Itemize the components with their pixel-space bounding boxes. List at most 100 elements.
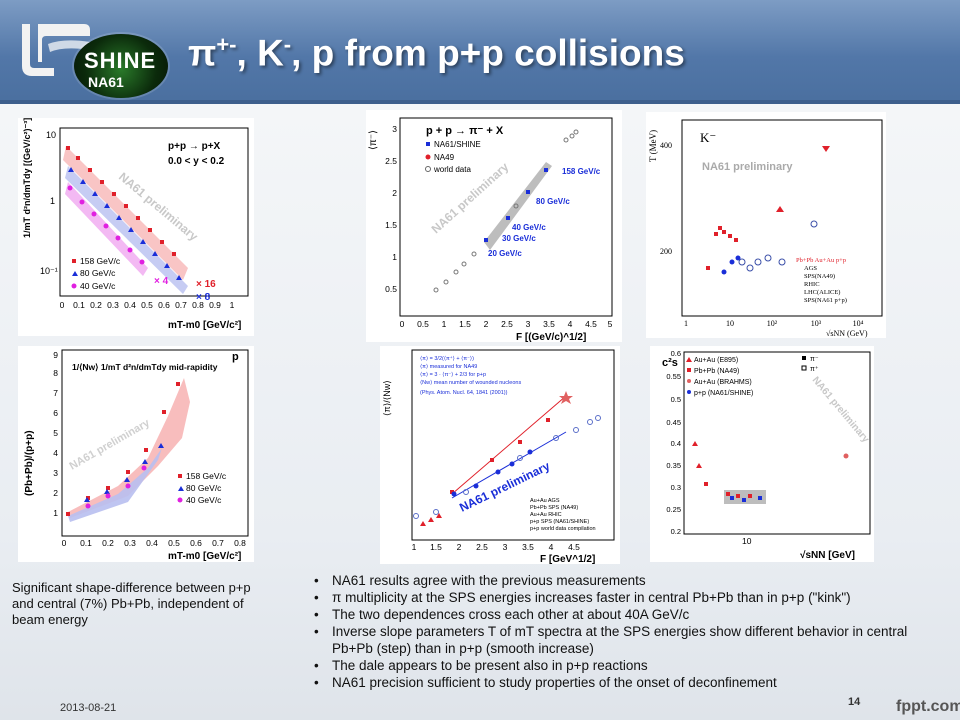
p4-xtick-0: 0	[62, 538, 67, 548]
p4-ylabel: (Pb+Pb)/(p+p)	[24, 430, 35, 496]
p4-ytick-9: 9	[53, 350, 58, 360]
p6-xtick-10: 10	[742, 536, 752, 546]
p4-ytick-8: 8	[53, 368, 58, 378]
p3-particle: K⁻	[700, 130, 716, 145]
p4-legend-40: 40 GeV/c	[186, 495, 222, 505]
p3-legend-lhc: LHC(ALICE)	[804, 289, 840, 296]
p1-xtick-2: 0.2	[90, 300, 102, 310]
p6-ytick-055: 0.55	[666, 372, 681, 381]
p5-legend-ags: Au+Au AGS	[530, 498, 560, 504]
p1-scale-16: × 16	[196, 279, 216, 290]
p3-ylabel: T (MeV)	[648, 130, 658, 162]
p2-ytick-0: 0.5	[385, 284, 397, 294]
p1-xtick-7: 0.7	[175, 300, 187, 310]
title-rest: , p from p+p collisions	[291, 32, 685, 74]
p4-ytick-7: 7	[53, 388, 58, 398]
na61-logo-text: NA61	[88, 74, 124, 90]
p1-scale-4: × 4	[154, 276, 169, 287]
shine-logo-text: SHINE	[84, 48, 157, 73]
p1-ytick-0: 10	[46, 130, 56, 140]
p1-xtick-0: 0	[60, 300, 65, 310]
figure-caption: Significant shape-difference between p+p…	[12, 580, 251, 627]
p2-reaction: p + p → π⁻ + X	[426, 125, 504, 137]
plot-proton-ratio: 1/⟨Nw⟩ 1/mT d²n/dmTdy mid-rapidity p (Pb…	[18, 346, 254, 562]
p5-xtick-4: 3	[503, 542, 508, 552]
p4-ytick-6: 6	[53, 408, 58, 418]
p3-xlabel: √sNN (GeV)	[826, 329, 868, 338]
p2-ytick-5: 3	[392, 124, 397, 134]
p3-legend-sps: SPS(NA49)	[804, 273, 835, 280]
footer-date: 2013-08-21	[60, 702, 117, 714]
p4-ytick-4: 4	[53, 448, 58, 458]
bullet-item: NA61 precision sufficient to study prope…	[310, 674, 950, 691]
p5-xtick-3: 2.5	[476, 542, 488, 552]
p4-ytick-5: 5	[53, 428, 58, 438]
p2-xtick-6: 3	[526, 319, 531, 329]
p1-ytick-2: 10⁻¹	[40, 266, 58, 276]
p2-xtick-7: 3.5	[543, 319, 555, 329]
p3-xtick-100: 10²	[767, 319, 778, 328]
p5-legend-world: p+p world data compilation	[530, 526, 596, 532]
p5-xtick-1: 1.5	[430, 542, 442, 552]
p3-legend-na61: SPS(NA61 p+p)	[804, 297, 847, 304]
title-k: , K	[236, 32, 284, 74]
p1-legend-158: 158 GeV/c	[80, 256, 121, 266]
p3-xtick-1000: 10³	[811, 319, 822, 328]
p4-particle: p	[232, 351, 239, 363]
p6-legend-na49: Pb+Pb (NA49)	[694, 368, 739, 375]
p5-xtick-6: 4	[549, 542, 554, 552]
p4-xtick-2: 0.2	[102, 538, 114, 548]
plot-mt-spectra-pp: p+p → p+X 0.0 < y < 0.2 NA61 preliminary…	[18, 118, 254, 336]
p5-note-1: ⟨π⟩ measured for NA49	[420, 363, 477, 370]
p6-legend-na61: p+p (NA61/SHINE)	[694, 390, 753, 397]
p2-ytick-4: 2.5	[385, 156, 397, 166]
p5-legend-rhic: Au+Au RHIC	[530, 512, 562, 518]
slide-header: SHINE NA61 π+-, K-, p from p+p collision…	[0, 0, 960, 104]
p5-note-3: ⟨Nw⟩ mean number of wounded nucleons	[420, 379, 521, 386]
p4-ytick-3: 3	[53, 468, 58, 478]
p3-legend-ags: AGS	[804, 265, 817, 272]
p6-legend-pip: π⁺	[810, 366, 819, 373]
p4-ytick-2: 2	[53, 488, 58, 498]
p2-xtick-5: 2.5	[501, 319, 513, 329]
p2-ytick-1: 1	[392, 252, 397, 262]
p4-xtick-6: 0.6	[190, 538, 202, 548]
plot-pion-multiplicity-pp: p + p → π⁻ + X NA61/SHINE NA49 world dat…	[366, 110, 622, 342]
p3-ytick-200: 200	[660, 247, 672, 256]
p4-xtick-7: 0.7	[212, 538, 224, 548]
p4-ytick-1: 1	[53, 508, 58, 518]
p2-energy-40: 40 GeV/c	[512, 223, 546, 232]
bullet-item: The two dependences cross each other at …	[310, 606, 950, 623]
p6-ytick-060: 0.6	[671, 349, 681, 358]
plot-sound-velocity: c²s Au+Au (E895) Pb+Pb (NA49) Au+Au (BRA…	[650, 346, 874, 562]
bullet-item: Inverse slope parameters T of mT spectra…	[310, 623, 950, 657]
summary-bullets: NA61 results agree with the previous mea…	[310, 572, 950, 691]
p2-xtick-4: 2	[484, 319, 489, 329]
p1-xtick-9: 0.9	[209, 300, 221, 310]
p1-ylabel: 1/mT d²n/dmTdy [(GeV/c²)⁻³]	[22, 118, 32, 238]
p6-ytick-020: 0.2	[671, 527, 681, 536]
p2-ylabel: ⟨π⁻⟩	[368, 130, 379, 150]
p5-xtick-7: 4.5	[568, 542, 580, 552]
p2-xlabel: F [(GeV/c)^1/2]	[516, 332, 586, 342]
p4-legend-80: 80 GeV/c	[186, 483, 222, 493]
p5-xtick-0: 1	[412, 542, 417, 552]
p6-ylabel: c²s	[662, 357, 678, 369]
p3-xtick-10: 10	[726, 319, 734, 328]
p5-legend-na61: p+p SPS (NA61/SHINE)	[530, 519, 589, 525]
p1-xtick-1: 0.1	[73, 300, 85, 310]
p6-legend-e895: Au+Au (E895)	[694, 357, 738, 364]
p4-watermark: NA61 preliminary	[68, 417, 153, 473]
p5-xlabel: F [GeV^1/2]	[540, 554, 595, 564]
p3-watermark: NA61 preliminary	[702, 161, 793, 173]
p4-xlabel: mT-m0 [GeV/c²]	[168, 551, 241, 562]
footer-brand: fppt.com	[896, 698, 960, 715]
p2-ytick-2: 1.5	[385, 220, 397, 230]
p6-watermark: NA61 preliminary	[810, 375, 872, 445]
p2-xtick-1: 0.5	[417, 319, 429, 329]
bullet-item: The dale appears to be present also in p…	[310, 657, 950, 674]
p6-legend-pim: π⁻	[810, 356, 819, 363]
p2-xtick-0: 0	[400, 319, 405, 329]
slide-title: π+-, K-, p from p+p collisions	[188, 32, 685, 74]
p2-legend-na49: NA49	[434, 153, 455, 162]
